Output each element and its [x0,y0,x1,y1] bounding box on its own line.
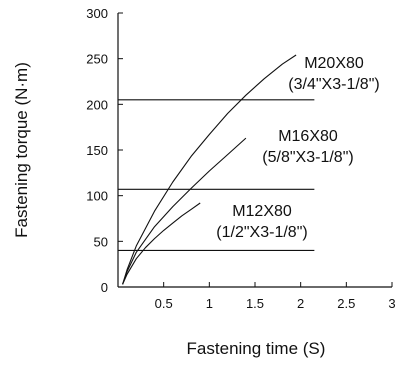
curve-label: (5/8"X3-1/8") [262,149,353,166]
y-tick-label: 100 [86,189,108,204]
y-tick-label: 0 [101,280,108,295]
y-axis-title: Fastening torque (N·m) [12,62,31,238]
x-tick-label: 2 [297,296,304,311]
annotations: M20X80 (3/4"X3-1/8") M16X80 (5/8"X3-1/8") M1… [216,55,379,241]
y-tick-label: 150 [86,143,108,158]
curve-label: M20X80 [304,55,364,72]
y-tick-label: 250 [86,52,108,67]
curve-label: (1/2"X3-1/8") [216,224,307,241]
series-lines [122,54,297,285]
curve-label: M16X80 [278,128,338,145]
x-axis-title: Fastening time (S) [187,339,326,358]
y-tick-label: 300 [86,6,108,21]
curve-label: (3/4"X3-1/8") [288,76,379,93]
y-tick-label: 200 [86,97,108,112]
y-tick-label: 50 [94,234,108,249]
x-tick-label: 0.5 [155,296,173,311]
reference-lines [118,99,315,252]
x-ticks: 0.5 1 1.5 2 2.5 3 [155,282,396,311]
x-tick-label: 1.5 [246,296,264,311]
series-line [122,54,297,285]
curve-label: M12X80 [232,203,292,220]
y-ticks: 0 50 100 150 200 250 300 [86,6,123,295]
x-tick-label: 2.5 [337,296,355,311]
x-tick-label: 1 [206,296,213,311]
x-tick-label: 3 [388,296,395,311]
series-line [122,202,201,285]
series-line [122,137,247,285]
